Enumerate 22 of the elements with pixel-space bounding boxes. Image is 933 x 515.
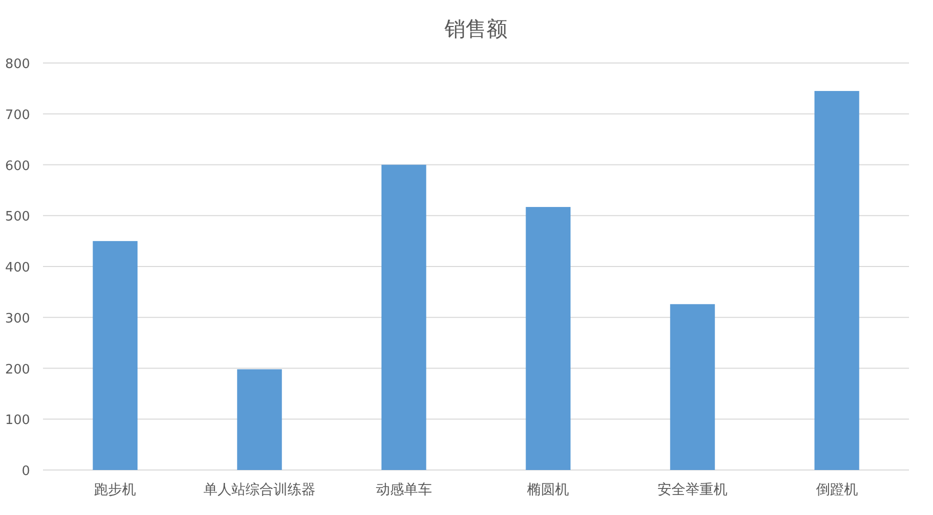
bar bbox=[237, 369, 282, 470]
y-tick-label: 800 bbox=[5, 57, 30, 72]
y-tick-label: 600 bbox=[5, 158, 30, 174]
bar bbox=[670, 304, 715, 470]
x-tick-label: 安全举重机 bbox=[658, 482, 728, 498]
bar bbox=[92, 241, 138, 470]
y-tick-label: 200 bbox=[5, 362, 30, 378]
y-tick-label: 400 bbox=[5, 260, 30, 276]
bar bbox=[814, 90, 860, 470]
bar bbox=[381, 164, 426, 470]
x-tick-label: 倒蹬机 bbox=[816, 482, 858, 498]
chart-title: 销售额 bbox=[444, 17, 508, 41]
y-tick-label: 300 bbox=[5, 311, 30, 326]
x-tick-label: 单人站综合训练器 bbox=[204, 482, 316, 498]
x-tick-label: 跑步机 bbox=[94, 482, 136, 498]
y-tick-label: 700 bbox=[5, 108, 30, 123]
y-tick-label: 100 bbox=[5, 413, 30, 428]
y-tick-label: 0 bbox=[22, 464, 30, 479]
bar bbox=[526, 206, 571, 470]
x-tick-label: 动感单车 bbox=[376, 482, 432, 498]
y-tick-label: 500 bbox=[5, 210, 30, 225]
x-tick-label: 椭圆机 bbox=[527, 482, 570, 498]
